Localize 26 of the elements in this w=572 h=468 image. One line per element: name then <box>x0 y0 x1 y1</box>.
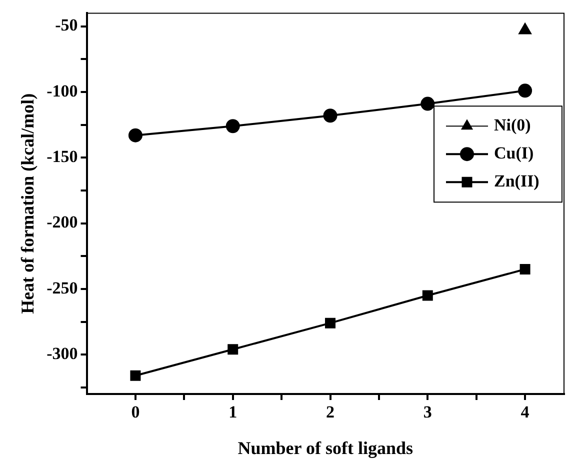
point <box>520 264 530 274</box>
point <box>518 84 532 98</box>
point <box>226 119 240 134</box>
point <box>422 290 433 301</box>
y-axis-title: Heat of formation (kcal/mol) <box>17 93 38 314</box>
point <box>325 318 336 328</box>
legend-label: Cu(I) <box>494 143 534 162</box>
x-tick-label: 3 <box>423 402 432 422</box>
point <box>130 370 141 381</box>
x-tick-label: 0 <box>131 402 140 422</box>
y-tick-label: -50 <box>55 16 78 35</box>
point <box>420 96 435 111</box>
x-tick-label: 2 <box>326 402 334 422</box>
x-tick-label: 4 <box>520 402 530 422</box>
point <box>323 108 338 123</box>
point <box>128 128 142 142</box>
point <box>228 344 238 355</box>
y-tick-label: -150 <box>46 147 78 166</box>
y-tick-label: -100 <box>46 81 78 100</box>
y-tick-label: -200 <box>46 212 78 232</box>
x-tick-label: 1 <box>228 402 238 422</box>
x-axis-title: Number of soft ligands <box>238 438 413 458</box>
y-tick-label: -250 <box>46 278 78 298</box>
legend-label: Ni(0) <box>494 115 531 134</box>
legend-label: Zn(II) <box>494 171 540 190</box>
y-tick-label: -300 <box>46 344 78 363</box>
